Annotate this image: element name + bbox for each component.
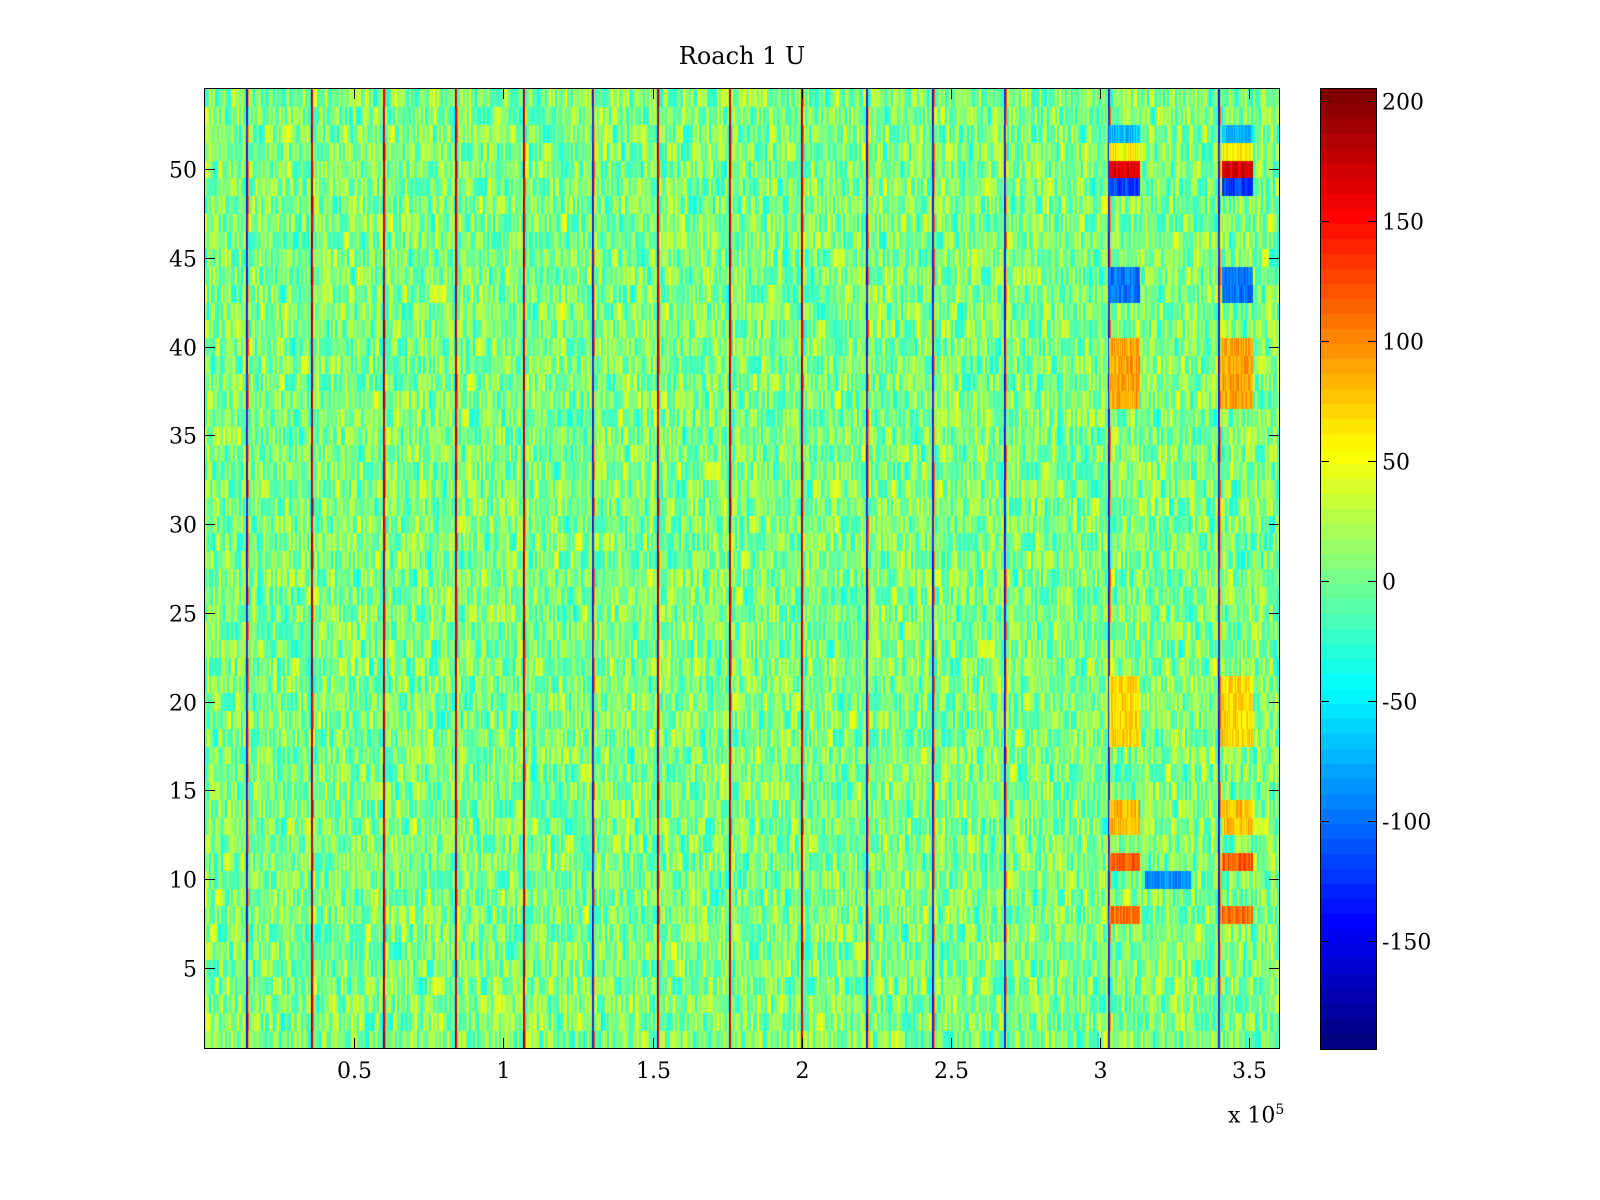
colorbar-tick-label: -50 <box>1382 691 1417 716</box>
y-tick-label: 35 <box>169 425 197 450</box>
chart-title: Roach 1 U <box>678 42 806 70</box>
y-tick-label: 5 <box>183 958 197 983</box>
x-exponent-label: x 105 <box>1228 1102 1284 1128</box>
y-tick-label: 10 <box>169 869 197 894</box>
colorbar-tick-label: 50 <box>1382 451 1410 476</box>
colorbar-frame <box>1320 88 1377 1050</box>
x-exponent-power: 5 <box>1275 1102 1285 1118</box>
y-tick-label: 50 <box>169 159 197 184</box>
colorbar-tick-label: 150 <box>1382 211 1424 236</box>
x-tick-label: 1 <box>497 1059 511 1084</box>
colorbar-tick-label: -100 <box>1382 811 1431 836</box>
x-tick-label: 3.5 <box>1232 1059 1267 1084</box>
x-tick-label: 3 <box>1094 1059 1108 1084</box>
colorbar-tick-label: -150 <box>1382 931 1431 956</box>
axes-group: 0.5 1 1.5 2 2.5 3 3.5 5 10 15 20 25 30 35 40 45 50 200 150… <box>169 88 1431 1084</box>
plot-frame <box>204 88 1280 1049</box>
y-tick-label: 40 <box>169 337 197 362</box>
x-tick-label: 2.5 <box>934 1059 969 1084</box>
heatmap-image <box>205 89 1279 1048</box>
y-tick-label: 45 <box>169 248 197 273</box>
colorbar-tick-label: 100 <box>1382 331 1424 356</box>
x-tick-label: 1.5 <box>636 1059 671 1084</box>
colorbar-tick-label: 0 <box>1382 571 1396 596</box>
x-exponent-base: x 10 <box>1228 1103 1276 1129</box>
y-tick-label: 20 <box>169 692 197 717</box>
y-tick-label: 25 <box>169 603 197 628</box>
y-tick-label: 30 <box>169 514 197 539</box>
y-tick-label: 15 <box>169 780 197 805</box>
colorbar-gradient <box>1321 89 1376 1049</box>
colorbar-tick-label: 200 <box>1382 91 1424 116</box>
x-tick-label: 2 <box>796 1059 810 1084</box>
x-tick-label: 0.5 <box>337 1059 372 1084</box>
